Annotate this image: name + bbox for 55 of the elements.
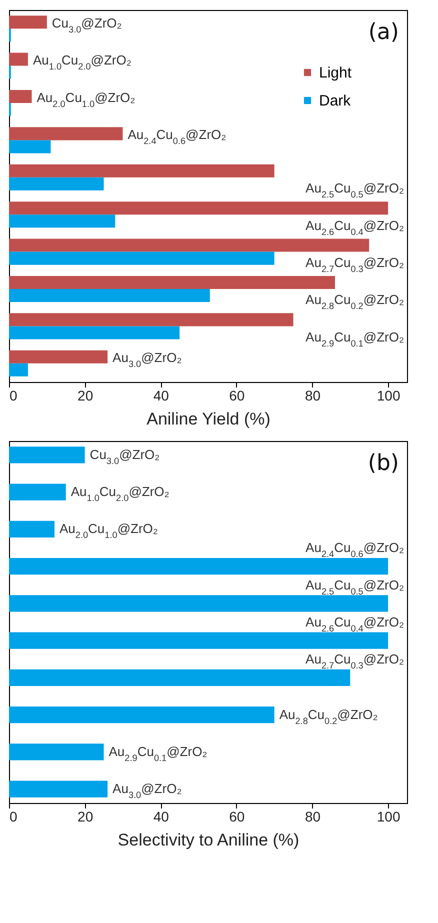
bar: [9, 238, 370, 252]
category-label: Au$_{2.4}$Cu$_{0.6}$@ZrO₂: [306, 540, 404, 560]
category-label: Au$_{2.8}$Cu$_{0.2}$@ZrO₂: [306, 292, 404, 312]
x-tick-label: 40: [153, 808, 170, 824]
x-tick-label: 40: [153, 388, 170, 404]
bar: [9, 177, 104, 190]
category-label: Au$_{2.0}$Cu$_{1.0}$@ZrO₂: [36, 90, 136, 109]
bar: [9, 164, 274, 178]
bar: [9, 214, 116, 228]
x-tick-label: 100: [376, 808, 400, 824]
bar: [9, 202, 388, 215]
category-label: Cu$_{3.0}$@ZrO₂: [52, 15, 122, 34]
bar: [9, 140, 51, 154]
x-tick-label: 60: [229, 388, 245, 404]
bar: [9, 16, 47, 29]
x-tick-label: 100: [376, 388, 400, 404]
bar: [9, 363, 28, 376]
category-label: Au$_{2.5}$Cu$_{0.5}$@ZrO₂: [306, 180, 404, 200]
x-tick-label: 0: [10, 808, 18, 824]
category-label: Cu$_{3.0}$@ZrO₂: [90, 446, 160, 466]
category-label: Au$_{2.7}$Cu$_{0.3}$@ZrO₂: [306, 254, 404, 274]
category-label: Au$_{2.0}$Cu$_{1.0}$@ZrO₂: [59, 521, 158, 540]
x-tick-label: 80: [304, 388, 321, 404]
category-label: Au$_{2.8}$Cu$_{0.2}$@ZrO₂: [279, 706, 378, 726]
category-label: Au$_{2.7}$Cu$_{0.3}$@ZrO₂: [306, 652, 404, 671]
category-label: Au$_{3.0}$@ZrO₂: [112, 781, 182, 800]
legend-label: Light: [319, 64, 352, 82]
category-label: Au$_{2.4}$Cu$_{0.6}$@ZrO₂: [128, 126, 226, 146]
bar: [9, 350, 108, 364]
annotation: (a): [368, 20, 399, 45]
x-axis-title: Selectivity to Aniline (%): [118, 830, 300, 850]
category-label: Au$_{2.9}$Cu$_{0.1}$@ZrO₂: [306, 329, 404, 348]
x-tick-label: 0: [10, 388, 18, 404]
bar: [9, 252, 274, 265]
category-label: Au$_{1.0}$Cu$_{2.0}$@ZrO₂: [32, 52, 132, 72]
category-label: Au$_{2.5}$Cu$_{0.5}$@ZrO₂: [306, 577, 404, 596]
bar: [9, 276, 335, 289]
bar: [9, 326, 180, 340]
bar: [9, 90, 32, 103]
x-tick-label: 20: [78, 388, 94, 404]
x-tick-label: 60: [229, 808, 245, 824]
category-label: Au$_{2.9}$Cu$_{0.1}$@ZrO₂: [108, 744, 208, 763]
bar: [9, 289, 210, 302]
bar: [9, 313, 294, 326]
bar: [9, 127, 123, 140]
category-label: Au$_{1.0}$Cu$_{2.0}$@ZrO₂: [70, 484, 170, 504]
bar: [9, 52, 28, 66]
x-axis-title: Aniline Yield (%): [146, 410, 270, 428]
x-tick-label: 20: [78, 808, 94, 824]
category-label: Au$_{3.0}$@ZrO₂: [112, 350, 182, 370]
x-tick-label: 80: [304, 808, 321, 824]
annotation: (b): [368, 451, 399, 476]
category-label: Au$_{2.6}$Cu$_{0.4}$@ZrO₂: [306, 218, 404, 237]
category-label: Au$_{2.6}$Cu$_{0.4}$@ZrO₂: [306, 614, 404, 634]
legend-label: Dark: [319, 92, 352, 110]
